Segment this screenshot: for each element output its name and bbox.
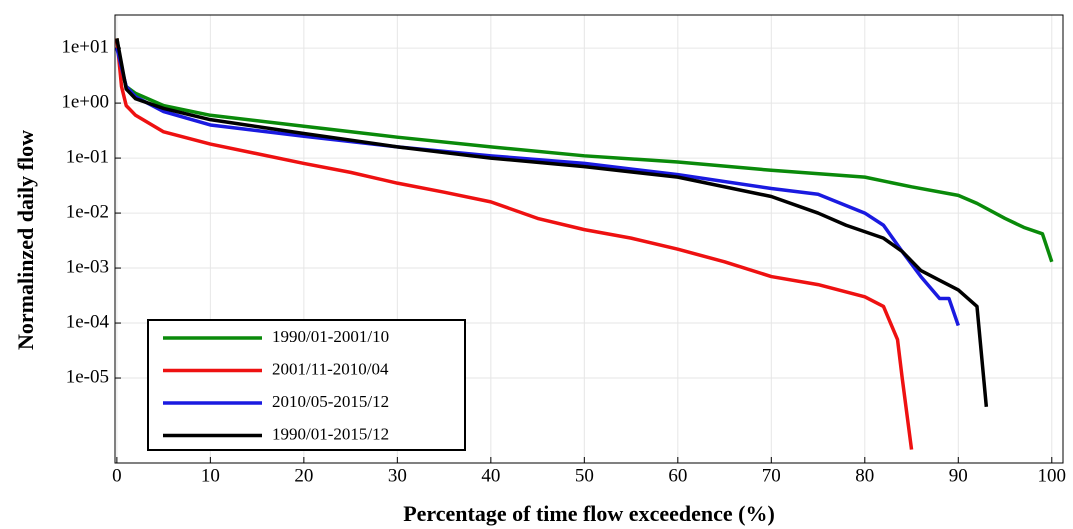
- series-line: [115, 47, 960, 327]
- legend-label: 1990/01-2015/12: [272, 424, 389, 443]
- series-line: [115, 38, 989, 407]
- x-tick-label: 30: [388, 465, 407, 486]
- legend-label: 2001/11-2010/04: [272, 359, 389, 378]
- y-tick-label: 1e-02: [66, 201, 109, 222]
- x-tick-label: 10: [201, 465, 220, 486]
- x-tick-label: 90: [949, 465, 968, 486]
- y-tick-label: 1e-05: [66, 366, 109, 387]
- y-tick-label: 1e+01: [61, 36, 109, 57]
- legend-label: 1990/01-2001/10: [272, 327, 389, 346]
- y-tick-label: 1e+00: [61, 91, 109, 112]
- y-tick-label: 1e-03: [66, 256, 109, 277]
- x-tick-label: 40: [481, 465, 500, 486]
- x-tick-label: 100: [1038, 465, 1067, 486]
- x-axis-label: Percentage of time flow exceedence (%): [403, 501, 775, 526]
- y-tick-label: 1e-04: [66, 311, 110, 332]
- x-tick-label: 70: [762, 465, 781, 486]
- x-tick-label: 50: [575, 465, 594, 486]
- y-tick-label: 1e-01: [66, 146, 109, 167]
- x-tick-label: 20: [294, 465, 313, 486]
- x-tick-label: 60: [668, 465, 687, 486]
- series-line: [115, 38, 1054, 263]
- y-axis-label: Normalinzed daily flow: [13, 130, 38, 350]
- x-tick-label: 0: [112, 465, 122, 486]
- series-line: [115, 38, 914, 450]
- legend-label: 2010/05-2015/12: [272, 392, 389, 411]
- legend-box: [147, 319, 466, 451]
- plot-frame: [114, 14, 1064, 464]
- x-tick-label: 80: [855, 465, 874, 486]
